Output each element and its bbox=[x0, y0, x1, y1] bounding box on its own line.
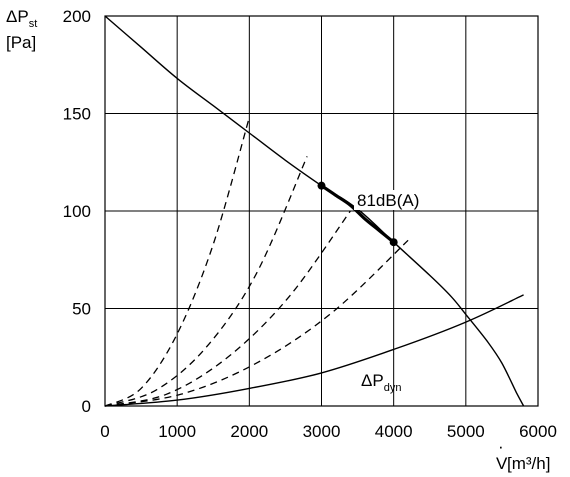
sound-level-label-bg bbox=[354, 190, 434, 210]
x-tick-label: 4000 bbox=[375, 422, 413, 441]
y-tick-label: 50 bbox=[72, 300, 91, 319]
y-tick-label: 0 bbox=[82, 397, 91, 416]
system-curve-line bbox=[104, 156, 308, 407]
plot-frame bbox=[104, 15, 539, 407]
operating-point bbox=[389, 238, 398, 247]
y-axis-unit: [Pa] bbox=[6, 33, 36, 52]
y-tick-label: 200 bbox=[63, 7, 91, 26]
operating-range-line bbox=[320, 184, 395, 244]
x-tick-label: 5000 bbox=[447, 422, 485, 441]
fan-curve-line bbox=[104, 15, 525, 407]
y-tick-label: 150 bbox=[63, 105, 91, 124]
operating-point bbox=[317, 181, 326, 190]
svg-text:·: · bbox=[498, 437, 504, 456]
x-tick-label: 1000 bbox=[158, 422, 196, 441]
dynamic-pressure-label: ΔPdyn bbox=[361, 371, 401, 394]
series-group bbox=[104, 15, 525, 407]
x-tick-label: 2000 bbox=[230, 422, 268, 441]
system-curve-line bbox=[104, 239, 409, 407]
x-tick-labels: 0 1000 2000 3000 4000 5000 6000 bbox=[100, 422, 557, 441]
y-axis-title: ΔPst bbox=[6, 7, 37, 30]
y-tick-labels: 0 50 100 150 200 bbox=[63, 7, 91, 416]
x-tick-label: 0 bbox=[100, 422, 109, 441]
svg-text:[m³/h]: [m³/h] bbox=[507, 454, 550, 473]
sound-level-label: 81dB(A) bbox=[357, 191, 419, 210]
x-tick-label: 6000 bbox=[519, 422, 557, 441]
svg-text:V: V bbox=[496, 454, 508, 473]
dynamic-pressure-line bbox=[104, 294, 524, 407]
x-tick-label: 3000 bbox=[303, 422, 341, 441]
system-curve-line bbox=[104, 117, 250, 407]
system-curve-line bbox=[104, 210, 351, 407]
y-tick-label: 100 bbox=[63, 202, 91, 221]
x-axis-title: V · [m³/h] bbox=[496, 437, 550, 473]
